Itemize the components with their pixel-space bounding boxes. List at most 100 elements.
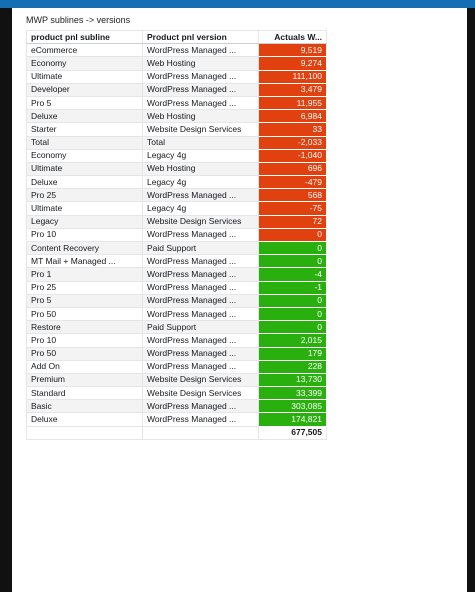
grand-total-value: 677,505 — [258, 425, 327, 440]
actuals-cell: -1 — [258, 280, 327, 295]
table-row[interactable]: Developer WordPress Managed ... 3,479 — [26, 82, 327, 97]
version-cell: WordPress Managed ... — [142, 280, 259, 295]
actuals-cell: 111,100 — [258, 69, 327, 84]
version-cell: WordPress Managed ... — [142, 412, 259, 427]
actuals-cell: 0 — [258, 254, 327, 269]
table-row[interactable]: Deluxe WordPress Managed ... 174,821 — [26, 412, 327, 427]
version-cell: Website Design Services — [142, 372, 259, 388]
table-row[interactable]: Pro 50 WordPress Managed ... 0 — [26, 306, 327, 322]
column-header-version[interactable]: Product pnl version — [142, 29, 259, 45]
table-row[interactable]: Starter Website Design Services 33 — [26, 122, 327, 137]
subline-cell: Ultimate — [26, 201, 143, 216]
subline-cell: Basic — [26, 399, 143, 414]
actuals-cell: 0 — [258, 306, 327, 322]
actuals-cell: 0 — [258, 227, 327, 243]
version-cell: WordPress Managed ... — [142, 267, 259, 282]
subline-cell: Deluxe — [26, 109, 143, 124]
version-cell: Website Design Services — [142, 386, 259, 401]
subline-cell: Starter — [26, 122, 143, 137]
version-cell: WordPress Managed ... — [142, 333, 259, 348]
left-dark-edge — [0, 8, 12, 592]
right-dark-edge — [467, 8, 475, 592]
table-row[interactable]: Economy Legacy 4g -1,040 — [26, 148, 327, 163]
version-cell: Legacy 4g — [142, 148, 259, 163]
table-row[interactable]: Pro 5 WordPress Managed ... 11,955 — [26, 95, 327, 111]
subline-cell: Ultimate — [26, 161, 143, 177]
table-row[interactable]: Pro 10 WordPress Managed ... 2,015 — [26, 333, 327, 348]
actuals-cell: 11,955 — [258, 95, 327, 111]
version-cell: Website Design Services — [142, 122, 259, 137]
version-cell: Web Hosting — [142, 56, 259, 71]
subline-cell: Deluxe — [26, 412, 143, 427]
subline-cell: Content Recovery — [26, 240, 143, 256]
table-row[interactable]: Pro 1 WordPress Managed ... -4 — [26, 267, 327, 282]
actuals-cell: 174,821 — [258, 412, 327, 427]
column-header-subline[interactable]: product pnl subline — [26, 29, 143, 45]
actuals-cell: 9,519 — [258, 43, 327, 58]
table-row[interactable]: eCommerce WordPress Managed ... 9,519 — [26, 43, 327, 58]
actuals-cell: 0 — [258, 240, 327, 256]
actuals-cell: 2,015 — [258, 333, 327, 348]
actuals-cell: 179 — [258, 346, 327, 361]
pivot-table[interactable]: product pnl subline Product pnl version … — [26, 29, 327, 440]
table-row[interactable]: Economy Web Hosting 9,274 — [26, 56, 327, 71]
subline-cell: Pro 5 — [26, 293, 143, 308]
table-row[interactable]: Total Total -2,033 — [26, 135, 327, 150]
subline-cell: Standard — [26, 386, 143, 401]
version-cell: WordPress Managed ... — [142, 254, 259, 269]
version-cell: Web Hosting — [142, 161, 259, 177]
visual-panel[interactable]: MWP sublines -> versions product pnl sub… — [12, 8, 467, 592]
subline-cell: Pro 5 — [26, 95, 143, 111]
subline-cell: Pro 50 — [26, 306, 143, 322]
actuals-cell: 303,085 — [258, 399, 327, 414]
table-row[interactable]: Deluxe Legacy 4g -479 — [26, 175, 327, 190]
table-row[interactable]: Basic WordPress Managed ... 303,085 — [26, 399, 327, 414]
table-row[interactable]: Pro 50 WordPress Managed ... 179 — [26, 346, 327, 361]
column-header-actuals[interactable]: Actuals W... — [258, 29, 327, 45]
subline-cell: Pro 25 — [26, 188, 143, 203]
table-row[interactable]: MT Mail + Managed ... WordPress Managed .… — [26, 254, 327, 269]
actuals-cell: 13,730 — [258, 372, 327, 388]
subline-cell: MT Mail + Managed ... — [26, 254, 143, 269]
table-row[interactable]: Pro 25 WordPress Managed ... 568 — [26, 188, 327, 203]
table-row[interactable]: Add On WordPress Managed ... 228 — [26, 359, 327, 374]
table-row[interactable]: Legacy Website Design Services 72 — [26, 214, 327, 229]
actuals-cell: 33,399 — [258, 386, 327, 401]
version-cell: Total — [142, 135, 259, 150]
grand-total-blank — [142, 425, 259, 440]
table-row[interactable]: Premium Website Design Services 13,730 — [26, 372, 327, 388]
table-row[interactable]: Ultimate WordPress Managed ... 111,100 — [26, 69, 327, 84]
table-row[interactable]: Ultimate Legacy 4g -75 — [26, 201, 327, 216]
subline-cell: Deluxe — [26, 175, 143, 190]
version-cell: Paid Support — [142, 320, 259, 335]
version-cell: Paid Support — [142, 240, 259, 256]
subline-cell: Economy — [26, 56, 143, 71]
version-cell: WordPress Managed ... — [142, 95, 259, 111]
subline-cell: Developer — [26, 82, 143, 97]
table-row[interactable]: Ultimate Web Hosting 696 — [26, 161, 327, 177]
actuals-cell: 3,479 — [258, 82, 327, 97]
table-row[interactable]: Deluxe Web Hosting 6,984 — [26, 109, 327, 124]
version-cell: WordPress Managed ... — [142, 69, 259, 84]
table-row[interactable]: Standard Website Design Services 33,399 — [26, 386, 327, 401]
table-row[interactable]: Content Recovery Paid Support 0 — [26, 240, 327, 256]
grand-total-blank — [26, 425, 143, 440]
table-row[interactable]: Pro 10 WordPress Managed ... 0 — [26, 227, 327, 243]
subline-cell: Pro 1 — [26, 267, 143, 282]
visual-title: MWP sublines -> versions — [26, 15, 131, 25]
actuals-cell: -2,033 — [258, 135, 327, 150]
subline-cell: Pro 10 — [26, 227, 143, 243]
subline-cell: Total — [26, 135, 143, 150]
subline-cell: Restore — [26, 320, 143, 335]
actuals-cell: 0 — [258, 320, 327, 335]
table-body: eCommerce WordPress Managed ... 9,519 Econo… — [26, 43, 327, 440]
actuals-cell: 568 — [258, 188, 327, 203]
actuals-cell: 72 — [258, 214, 327, 229]
table-row[interactable]: Restore Paid Support 0 — [26, 320, 327, 335]
table-row[interactable]: Pro 5 WordPress Managed ... 0 — [26, 293, 327, 308]
actuals-cell: 228 — [258, 359, 327, 374]
actuals-cell: -75 — [258, 201, 327, 216]
version-cell: Web Hosting — [142, 109, 259, 124]
actuals-cell: 0 — [258, 293, 327, 308]
table-row[interactable]: Pro 25 WordPress Managed ... -1 — [26, 280, 327, 295]
